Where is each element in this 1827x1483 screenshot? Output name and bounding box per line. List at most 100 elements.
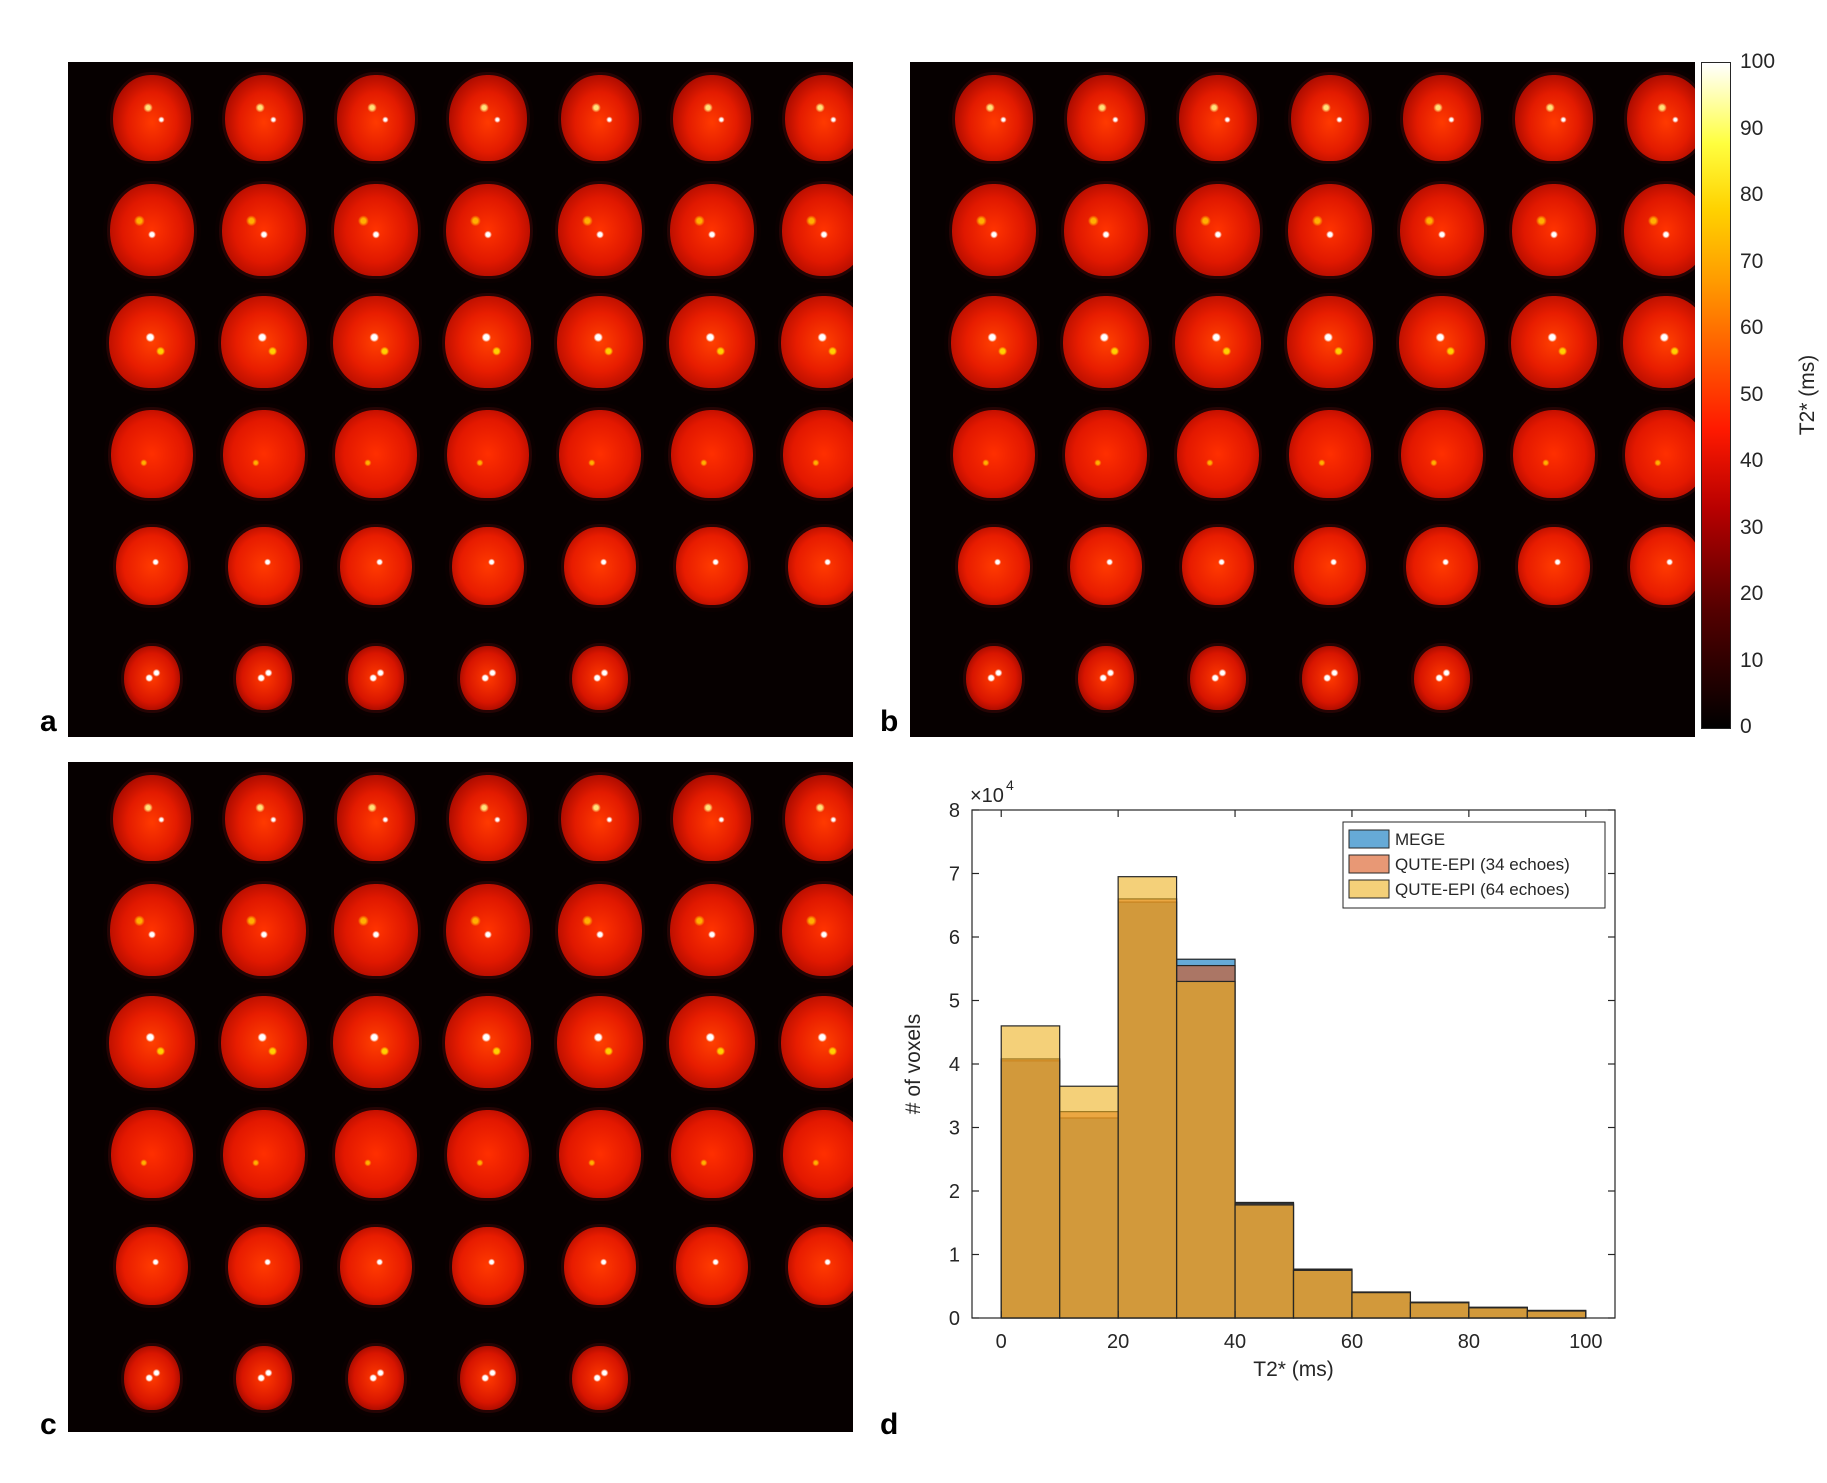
t2star-map-mosaic-b	[910, 62, 1695, 737]
y-exponent-power: 4	[1006, 777, 1014, 793]
brain-slice	[561, 775, 639, 861]
colorbar-tick-label: 40	[1740, 449, 1764, 472]
brain-slice	[335, 1110, 417, 1198]
brain-slice	[564, 1227, 636, 1305]
x-tick-label: 60	[1341, 1331, 1363, 1353]
histogram-bar	[1409, 1302, 1470, 1319]
brain-slice	[1063, 296, 1149, 388]
y-tick-label: 4	[949, 1054, 960, 1076]
histogram-bar	[1234, 1204, 1295, 1319]
brain-slice	[334, 184, 418, 276]
brain-slice	[223, 410, 305, 498]
brain-slice	[113, 75, 191, 161]
brain-slice	[788, 1227, 853, 1305]
brain-slice	[109, 996, 195, 1088]
brain-slice	[222, 184, 306, 276]
brain-slice	[955, 75, 1033, 161]
histogram-bar	[1292, 1269, 1353, 1319]
panel-label-b: b	[880, 705, 899, 738]
brain-slice	[953, 410, 1035, 498]
brain-slice	[671, 410, 753, 498]
brain-slice	[670, 184, 754, 276]
brain-slice	[673, 775, 751, 861]
brain-slice	[1512, 184, 1596, 276]
brain-slice	[445, 296, 531, 388]
brain-slice	[236, 646, 292, 710]
brain-slice	[460, 646, 516, 710]
brain-slice	[669, 296, 755, 388]
brain-slice	[225, 775, 303, 861]
x-axis-label: T2* (ms)	[1253, 1358, 1334, 1381]
brain-slice	[558, 184, 642, 276]
brain-slice	[340, 1227, 412, 1305]
legend-swatch	[1348, 829, 1390, 849]
brain-slice	[348, 646, 404, 710]
x-tick-label: 40	[1224, 1331, 1246, 1353]
brain-slice	[1064, 184, 1148, 276]
brain-slice	[446, 884, 530, 976]
brain-slice	[669, 996, 755, 1088]
brain-slice	[559, 410, 641, 498]
y-tick-label: 6	[949, 927, 960, 949]
brain-slice	[333, 296, 419, 388]
brain-slice	[782, 184, 853, 276]
brain-slice	[785, 775, 853, 861]
histogram-bar	[1351, 1291, 1412, 1319]
brain-slice	[335, 410, 417, 498]
brain-slice	[1401, 410, 1483, 498]
brain-slice	[1399, 296, 1485, 388]
legend-entry: QUTE-EPI (34 echoes)	[1395, 855, 1570, 874]
histogram-bar	[1468, 1307, 1528, 1319]
brain-slice	[452, 1227, 524, 1305]
brain-slice	[1302, 646, 1358, 710]
brain-slice	[1175, 296, 1261, 388]
panel-label-a: a	[40, 705, 57, 738]
brain-slice	[1179, 75, 1257, 161]
y-exponent-label: ×10	[970, 785, 1004, 807]
brain-slice	[670, 884, 754, 976]
legend-swatch	[1348, 879, 1390, 899]
brain-slice	[1176, 184, 1260, 276]
brain-slice	[110, 184, 194, 276]
brain-slice	[783, 410, 853, 498]
brain-slice	[1287, 296, 1373, 388]
x-tick-label: 0	[996, 1331, 1007, 1353]
brain-slice	[557, 996, 643, 1088]
histogram-bar	[1175, 980, 1236, 1319]
brain-slice	[572, 646, 628, 710]
panel-label-c: c	[40, 1408, 57, 1441]
brain-slice	[1518, 527, 1590, 605]
colorbar	[1701, 62, 1731, 729]
legend-swatch	[1348, 854, 1390, 874]
brain-slice	[452, 527, 524, 605]
brain-slice	[1182, 527, 1254, 605]
y-tick-label: 8	[949, 800, 960, 822]
y-tick-label: 1	[949, 1245, 960, 1267]
y-tick-label: 0	[949, 1308, 960, 1330]
brain-slice	[447, 1110, 529, 1198]
brain-slice	[1067, 75, 1145, 161]
colorbar-tick-label: 80	[1740, 183, 1764, 206]
brain-slice	[225, 75, 303, 161]
brain-slice	[952, 184, 1036, 276]
brain-slice	[782, 884, 853, 976]
brain-slice	[449, 775, 527, 861]
brain-slice	[676, 1227, 748, 1305]
brain-slice	[348, 1346, 404, 1410]
x-tick-label: 20	[1107, 1331, 1129, 1353]
brain-slice	[449, 75, 527, 161]
brain-slice	[1511, 296, 1597, 388]
brain-slice	[572, 1346, 628, 1410]
brain-slice	[676, 527, 748, 605]
brain-slice	[221, 996, 307, 1088]
brain-slice	[340, 527, 412, 605]
brain-slice	[111, 410, 193, 498]
brain-slice	[445, 996, 531, 1088]
brain-slice	[1400, 184, 1484, 276]
brain-slice	[951, 296, 1037, 388]
brain-slice	[111, 1110, 193, 1198]
brain-slice	[966, 646, 1022, 710]
legend-entry: MEGE	[1395, 830, 1445, 849]
